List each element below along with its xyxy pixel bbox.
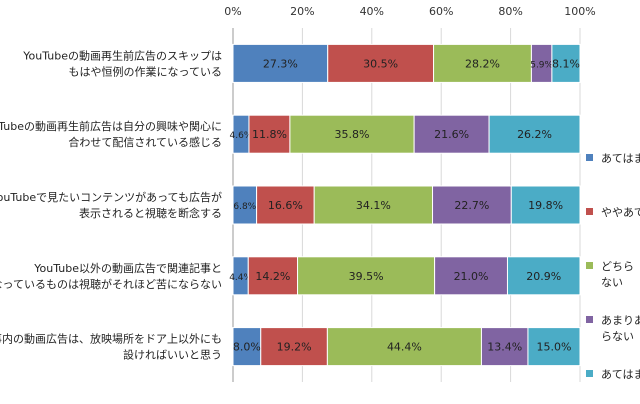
bar-segment xyxy=(232,43,329,83)
bar-segment xyxy=(434,256,508,296)
data-label: 28.2% xyxy=(465,57,500,70)
category-label: 設ければいいと思う xyxy=(123,348,222,362)
data-label: 26.2% xyxy=(517,128,552,141)
bar-segment xyxy=(506,256,581,296)
category-label: もはや恒例の作業になっている xyxy=(69,64,222,78)
legend-swatch xyxy=(586,316,593,323)
data-label: 39.5% xyxy=(349,270,384,283)
data-label: 8.1% xyxy=(552,57,580,70)
data-label: 4.6% xyxy=(230,131,253,141)
bar-segment xyxy=(313,185,434,225)
x-tick-label: 80% xyxy=(498,5,522,18)
data-label: 21.0% xyxy=(454,270,489,283)
legend-label: あてはま xyxy=(601,368,640,381)
legend-label: らない xyxy=(601,330,634,343)
data-label: 8.0% xyxy=(233,341,261,354)
bar-segment xyxy=(480,327,529,367)
bar-segment xyxy=(433,43,532,83)
legend-label: ない xyxy=(601,276,623,289)
data-label: 13.4% xyxy=(487,341,522,354)
category-label: なっているものは視聴がそれほど苦にならない xyxy=(0,277,222,291)
x-tick-label: 20% xyxy=(290,5,314,18)
bar-segment xyxy=(297,256,436,296)
data-label: 34.1% xyxy=(356,199,391,212)
bar-segment xyxy=(488,114,581,154)
data-label: 5.9% xyxy=(530,60,553,70)
bar-segment xyxy=(326,327,482,367)
data-label: 11.8% xyxy=(252,128,287,141)
data-label: 14.2% xyxy=(255,270,290,283)
data-label: 19.8% xyxy=(528,199,563,212)
legend-label: どちら xyxy=(601,260,634,273)
bar-segment xyxy=(232,327,262,367)
legend-swatch xyxy=(586,208,593,215)
data-label: 44.4% xyxy=(387,341,422,354)
bar-segment xyxy=(260,327,328,367)
data-label: 19.2% xyxy=(277,341,312,354)
category-label: 合わせて配信されている感じる xyxy=(68,135,222,149)
data-label: 21.6% xyxy=(434,128,469,141)
data-label: 35.8% xyxy=(335,128,370,141)
x-tick-label: 60% xyxy=(429,5,453,18)
data-label: 30.5% xyxy=(363,57,398,70)
bar-segment xyxy=(413,114,490,154)
legend-swatch xyxy=(586,262,593,269)
data-label: 22.7% xyxy=(454,199,489,212)
x-tick-label: 100% xyxy=(564,5,595,18)
category-label: YouTubeの動画再生前広告のスキップは xyxy=(22,48,222,62)
bar-segment xyxy=(256,185,315,225)
data-label: 27.3% xyxy=(263,57,298,70)
x-tick-label: 0% xyxy=(224,5,241,18)
category-label: 表示されると視聴を断念する xyxy=(79,206,222,220)
category-label: YouTube以外の動画広告で関連記事と xyxy=(33,261,222,275)
data-label: 15.0% xyxy=(536,341,571,354)
legend-swatch xyxy=(586,370,593,377)
category-label: YouTubeで見たいコンテンツがあっても広告が xyxy=(0,190,222,204)
data-label: 4.4% xyxy=(229,273,252,283)
data-label: 20.9% xyxy=(526,270,561,283)
bar-segment xyxy=(432,185,512,225)
legend-label: あまりあ xyxy=(601,314,640,327)
bar-segment xyxy=(248,114,291,154)
bar-segment xyxy=(247,256,299,296)
bar-segment xyxy=(289,114,415,154)
bar-segment xyxy=(510,185,581,225)
data-label: 6.8% xyxy=(233,202,256,212)
legend-swatch xyxy=(586,154,593,161)
legend-label: ややあて xyxy=(601,206,640,219)
bar-segment xyxy=(551,43,581,83)
legend-label: あてはま xyxy=(601,152,640,165)
category-label: 記事内の動画広告は、放映場所をドア上以外にも xyxy=(0,332,222,346)
category-label: YouTubeの動画再生前広告は自分の興味や関心に xyxy=(0,119,222,133)
bar-segment xyxy=(327,43,435,83)
bar-segment xyxy=(527,327,581,367)
x-tick-label: 40% xyxy=(360,5,384,18)
data-label: 16.6% xyxy=(268,199,303,212)
